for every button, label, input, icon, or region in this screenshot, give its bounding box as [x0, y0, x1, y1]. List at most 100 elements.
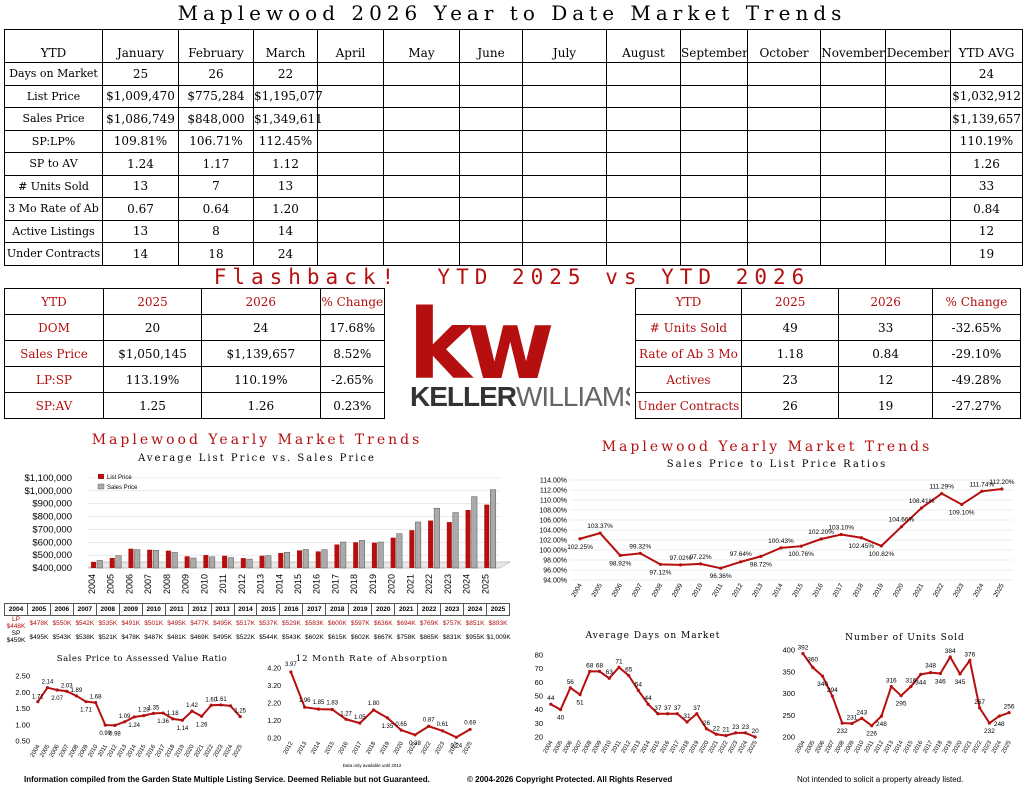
y-tick: 110.00% — [540, 498, 567, 505]
compare-value: 19 — [838, 392, 933, 419]
data-label: 63 — [606, 669, 614, 676]
data-point — [1000, 487, 1004, 491]
data-label: 1.71 — [32, 695, 44, 701]
ratio-chart-subtitle: Sales Price to List Price Ratios — [667, 459, 888, 470]
data-point — [627, 673, 631, 678]
y-tick: 80 — [535, 651, 543, 660]
compare-header: 2025 — [103, 288, 203, 315]
x-tick: 2013 — [297, 740, 309, 755]
bar-x-tick: 2004 — [87, 574, 97, 594]
compare-value: -32.65% — [931, 314, 1022, 341]
ytd-cell — [885, 242, 951, 266]
list-price-bar — [390, 537, 396, 568]
ytd-cell — [522, 197, 607, 221]
bar-x-tick: 2021 — [405, 574, 415, 594]
x-tick: 2009 — [671, 582, 684, 598]
sales-price-bar — [396, 533, 403, 569]
compare-value: 23 — [740, 366, 840, 393]
data-point — [607, 676, 611, 680]
ytd-row-label: 3 Mo Rate of Ab — [4, 197, 103, 221]
bar-x-tick: 2022 — [424, 574, 434, 594]
ytd-cell — [747, 129, 821, 153]
month-header: December — [885, 29, 951, 63]
footer-center: © 2004-2026 Copyright Protected. All Rig… — [467, 775, 673, 784]
price-table-sp: $667K — [373, 633, 393, 641]
units-chart-title: Number of Units Sold — [845, 633, 965, 643]
ytd-cell: 14 — [253, 219, 318, 243]
ytd-cell: 13 — [253, 174, 318, 198]
data-label: 98.92% — [609, 560, 631, 567]
ytd-cell — [459, 62, 523, 86]
ytd-cell — [606, 174, 681, 198]
price-table-sp: $831K — [442, 633, 462, 641]
ytd-cell — [680, 197, 748, 221]
data-point — [656, 712, 660, 716]
ytd-cell: $1,349,611 — [253, 107, 323, 131]
ytd-cell — [383, 219, 460, 243]
y-tick: 0.20 — [267, 736, 281, 743]
price-table-sp: $615K — [327, 633, 347, 641]
bar-x-tick: 2013 — [256, 574, 266, 594]
bar-x-tick: 2015 — [293, 574, 303, 594]
data-label: 1.25 — [234, 709, 246, 715]
list-price-bar — [184, 556, 190, 568]
x-tick: 2025 — [462, 740, 474, 755]
bar-x-tick: 2024 — [462, 574, 472, 594]
ytd-cell: 8 — [178, 219, 254, 243]
data-point — [588, 669, 592, 673]
price-year-table: 2004 2005 2006 2007 2008 2009 2010 2011 2012 2013… — [4, 603, 511, 644]
bar-chart-title: Maplewood Yearly Market Trends — [92, 432, 423, 448]
sales-price-bar — [452, 512, 459, 569]
y-tick: 1.00 — [15, 720, 30, 729]
data-point — [200, 714, 204, 718]
data-point — [879, 714, 884, 718]
data-label: 68 — [586, 662, 594, 669]
sales-price-bar — [96, 560, 103, 569]
data-label: 376 — [964, 651, 975, 658]
ytd-cell: 110.19% — [950, 129, 1023, 153]
bar-x-tick: 2020 — [387, 574, 397, 594]
x-tick: 2022 — [932, 582, 945, 598]
list-price-bar — [484, 504, 490, 568]
data-label: 256 — [1004, 704, 1015, 711]
sales-price-bar — [134, 549, 141, 569]
data-label: 384 — [945, 648, 956, 655]
y-tick: 20 — [535, 733, 543, 742]
data-label: 108.41% — [909, 498, 935, 505]
data-label: 0.99 — [99, 731, 111, 737]
bar-y-tick: $600,000 — [32, 537, 72, 548]
data-point — [316, 707, 321, 711]
data-point — [45, 686, 50, 690]
ytd-cell — [459, 174, 523, 198]
price-table-year: 2017 — [302, 603, 327, 616]
ytd-cell — [383, 174, 460, 198]
ytd-cell — [820, 84, 886, 108]
data-label: 0.65 — [395, 722, 407, 728]
data-point — [665, 712, 670, 716]
y-tick: 102.00% — [539, 538, 567, 545]
compare-value: 49 — [740, 314, 840, 341]
data-point — [899, 694, 903, 698]
data-point — [928, 671, 933, 675]
abs-chart-title: 12 Month Rate of Absorption — [296, 654, 448, 664]
price-table-year: 2020 — [371, 603, 396, 616]
data-point — [1007, 711, 1011, 715]
ytd-cell — [383, 62, 460, 86]
data-point — [372, 708, 376, 712]
x-tick: 2019 — [379, 740, 391, 755]
data-label: 111.74% — [970, 481, 995, 488]
price-table-sp: $522K — [236, 633, 255, 641]
data-point — [103, 723, 107, 727]
data-label: 96.36% — [710, 573, 732, 580]
ytd-cell — [459, 219, 523, 243]
data-label: 37 — [654, 705, 662, 712]
sp-lp-ratio-chart: Maplewood Yearly Market Trends Sales Pri… — [539, 439, 1014, 599]
sales-price-bar — [209, 556, 216, 569]
compare-table-left: YTD 2025 2026% Change DOM 20 24 17.68% Sales Pr… — [3, 288, 386, 419]
ytd-cell — [680, 84, 748, 108]
ytd-cell — [885, 62, 951, 86]
ytd-cell — [747, 84, 821, 108]
x-tick: 2014 — [771, 582, 784, 598]
data-label: 1.96 — [299, 698, 311, 704]
list-price-bar — [91, 561, 96, 568]
